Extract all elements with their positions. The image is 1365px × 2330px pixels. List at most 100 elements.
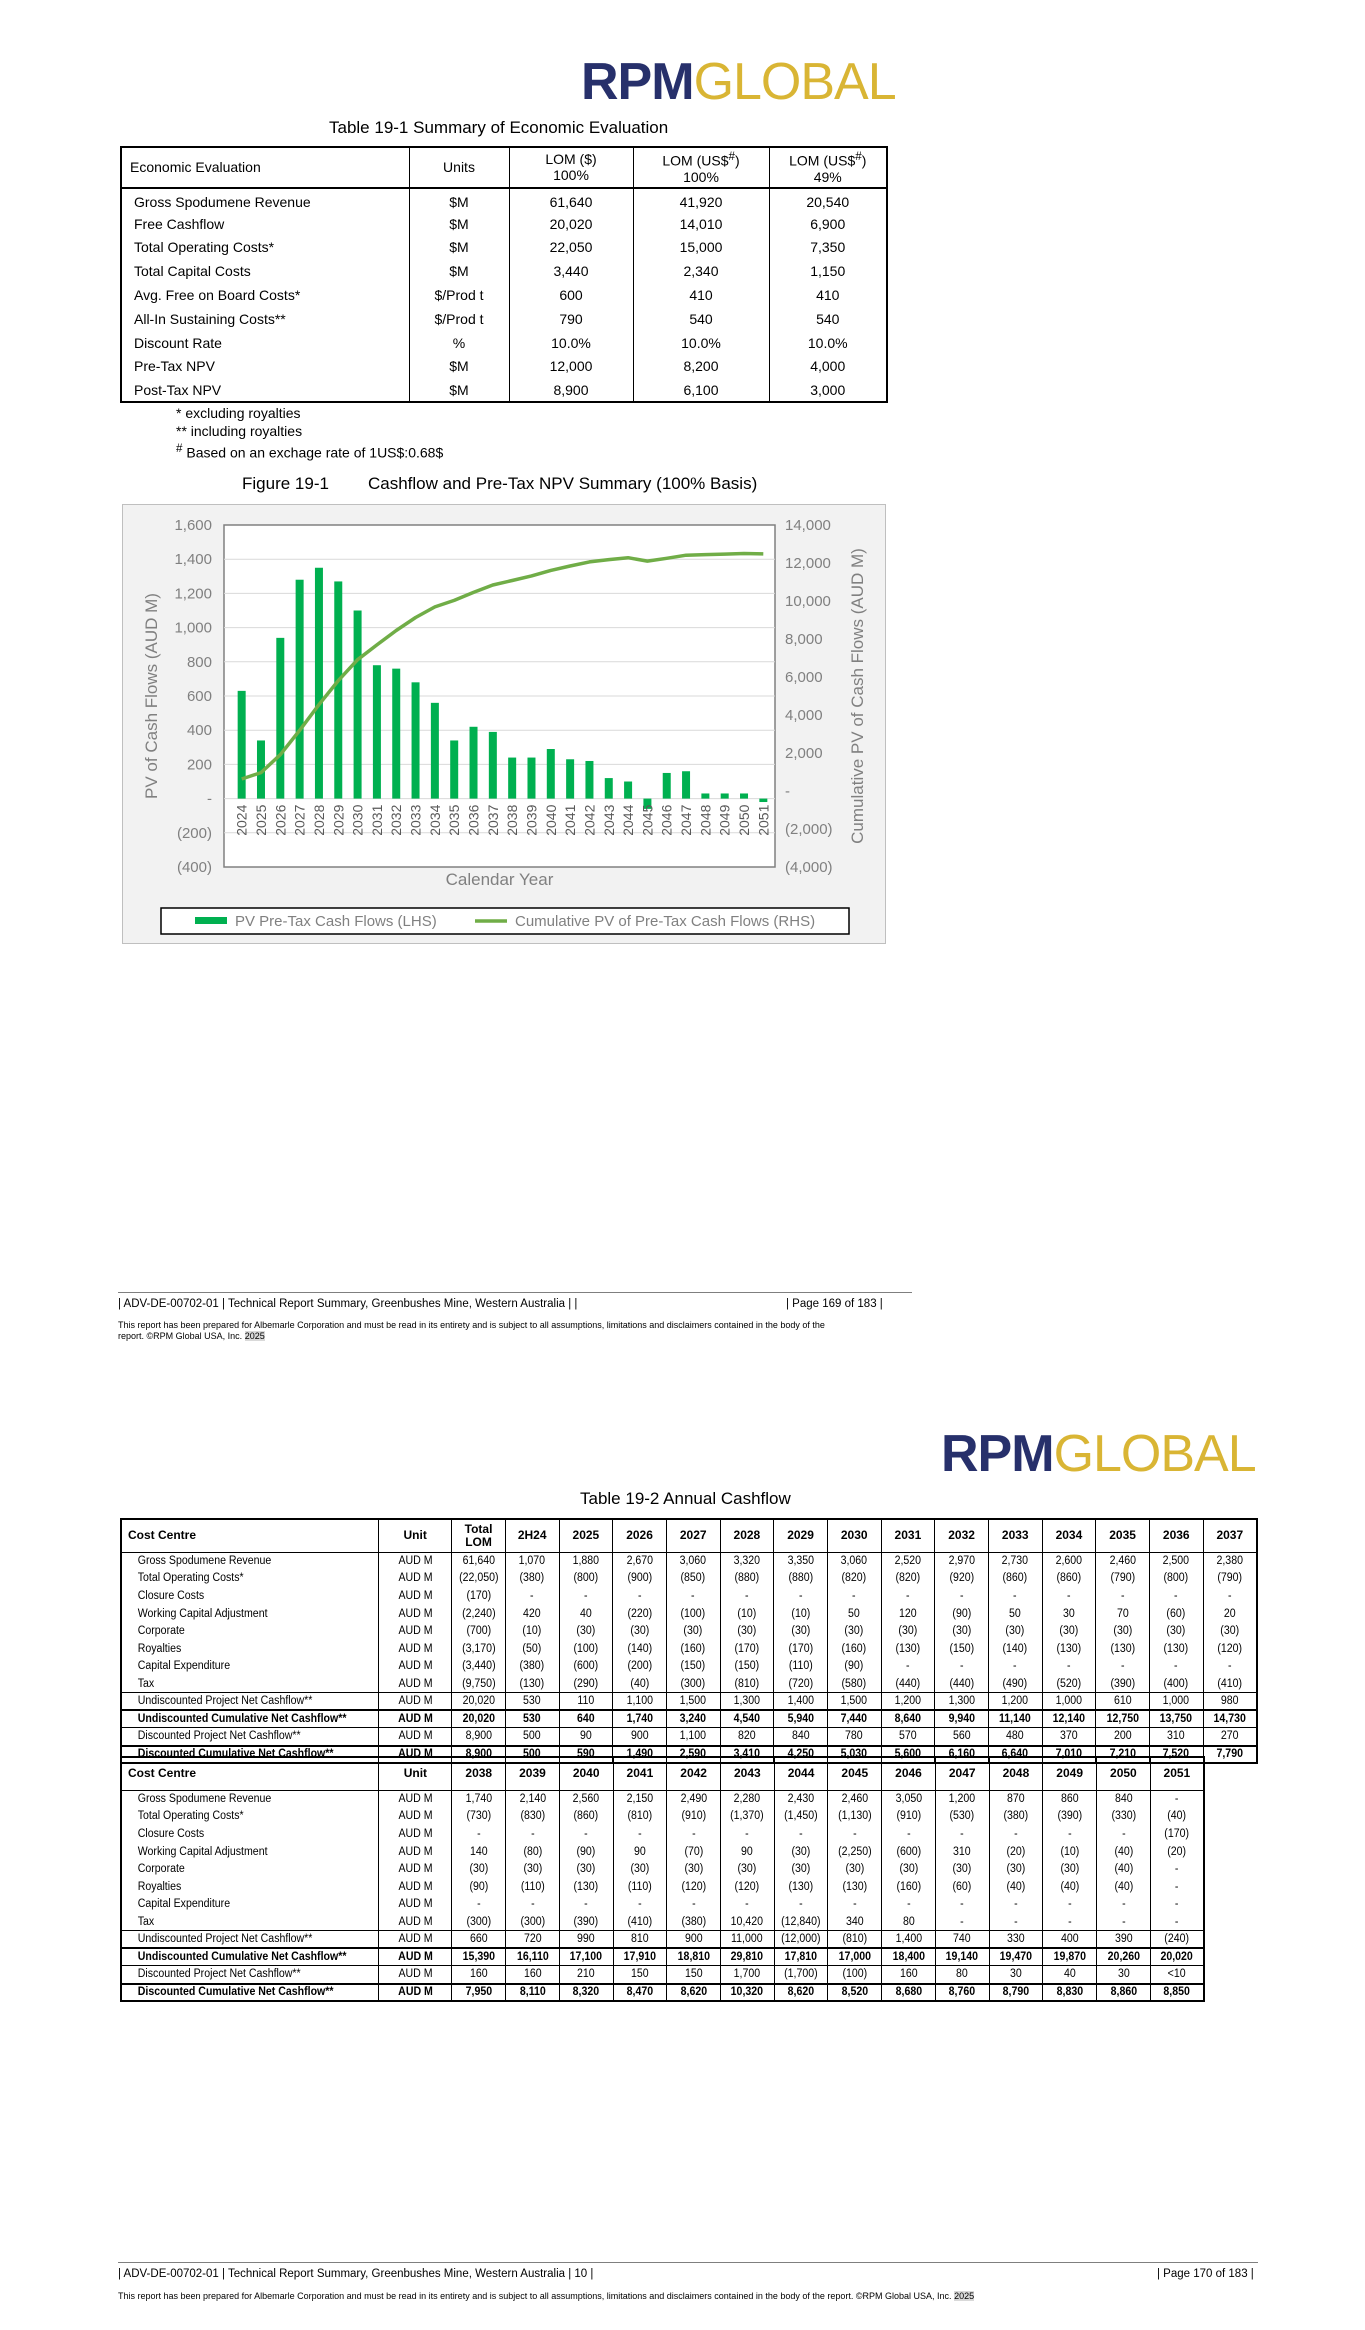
x-tick-label: 2040 (543, 804, 559, 835)
table-cell: (30) (775, 1860, 827, 1878)
column-header: 2032 (934, 1518, 989, 1553)
column-header: Cost Centre (120, 1518, 380, 1553)
footer-page-number: | Page 170 of 183 | (1157, 2268, 1254, 2280)
table-cell: (830) (507, 1807, 558, 1826)
x-tick-label: 2037 (485, 804, 501, 835)
column-header: 2043 (719, 1756, 775, 1791)
table-row: Undiscounted Project Net Cashflow** AUD M… (121, 1930, 1204, 1949)
row-label: Post-Tax NPV (120, 378, 410, 403)
table-cell: (30) (990, 1622, 1041, 1640)
table-cell: 2,520 (882, 1552, 934, 1570)
table-cell: $M (408, 354, 510, 379)
rpm-global-logo: RPMGLOBAL (581, 53, 897, 111)
table-cell: (400) (1151, 1675, 1202, 1693)
table-cell: (200) (614, 1657, 665, 1676)
table-cell: 1,200 (882, 1692, 934, 1711)
x-tick-label: 2036 (466, 804, 482, 835)
table-cell: 12,140 (1043, 1709, 1095, 1728)
table-cell: 7,440 (829, 1709, 880, 1728)
table-cell: 22,050 (508, 235, 634, 260)
column-header: 2046 (881, 1756, 936, 1791)
table-notes: * excluding royalties ** including royal… (176, 404, 443, 462)
bar-2042 (585, 760, 594, 799)
table-cell: (1,130) (829, 1807, 880, 1826)
table-cell: 8,900 (453, 1727, 504, 1746)
table-cell: 10.0% (768, 330, 888, 355)
table-cell: 7,790 (1204, 1744, 1256, 1764)
bar-2051 (759, 798, 768, 803)
table-cell: 29,810 (722, 1947, 773, 1966)
table-cell: (70) (668, 1842, 719, 1861)
table-cell: 20,020 (453, 1692, 504, 1711)
table-cell: - (829, 1825, 880, 1843)
table-cell: AUD M (381, 1790, 450, 1808)
table-body: Gross Spodumene Revenue AUD M 1,740 2,140 2,… (121, 1790, 1204, 2002)
table-row: Discounted Project Net Cashflow** AUD M 16… (121, 1965, 1204, 1984)
note: * excluding royalties (176, 405, 301, 421)
table-cell: 10,320 (722, 1982, 773, 2002)
disclaimer-year: 2025 (954, 2291, 975, 2301)
table-row: Tax AUD M (300) (300) (390) (410) (380) 10,420(… (121, 1913, 1204, 1931)
table-row: Total Capital Costs $M 3,440 2,340 1,150 (120, 259, 888, 284)
table-cell: 3,240 (668, 1709, 719, 1728)
table-cell: 120 (882, 1604, 934, 1623)
x-tick-label: 2033 (408, 804, 424, 835)
table-cell: 1,000 (1151, 1692, 1202, 1711)
table-cell: 8,200 (632, 354, 770, 379)
table-cell: 1,100 (668, 1727, 719, 1746)
table-cell: 3,000 (768, 378, 888, 403)
table-cell: 110 (560, 1692, 612, 1711)
disclaimer-line: This report has been prepared for Albema… (118, 2291, 952, 2301)
table-cell: 530 (507, 1709, 558, 1728)
cashflow-chart: 1,600 1,400 1,200 1,000 800 600 400 200 - (200) (4… (122, 504, 886, 944)
table-cell: 540 (632, 306, 770, 331)
row-label: Free Cashflow (120, 211, 410, 236)
table-cell: - (1043, 1587, 1095, 1605)
table-cell: (30) (561, 1860, 612, 1878)
table-cell: (140) (614, 1639, 665, 1658)
table-cell: 2,430 (775, 1790, 827, 1808)
table-cell: (410) (614, 1913, 666, 1931)
column-header: 2035 (1095, 1518, 1150, 1553)
table-cell: 90 (722, 1842, 773, 1861)
table-cell: (2,250) (829, 1842, 880, 1861)
table-cell: 20,020 (508, 211, 634, 236)
row-label: Avg. Free on Board Costs* (120, 283, 410, 307)
x-tick-label: 2041 (562, 804, 578, 835)
table-cell: - (614, 1825, 666, 1843)
row-label: Capital Expenditure (130, 1895, 369, 1914)
table-cell: 16,110 (507, 1947, 558, 1966)
table-cell: (30) (937, 1860, 988, 1878)
bar-2027 (295, 579, 304, 799)
bar-2050 (740, 793, 749, 799)
table-row: Total Operating Costs* AUD M (22,050) (380)… (121, 1569, 1257, 1588)
table-cell: 1,700 (722, 1965, 773, 1984)
table-cell: - (1044, 1895, 1095, 1914)
table-row: Working Capital Adjustment AUD M (2,240) 42… (121, 1604, 1257, 1623)
table-cell: (90) (936, 1604, 987, 1623)
table-cell: $/Prod t (408, 283, 510, 307)
column-header: Units (408, 147, 510, 189)
table-cell: 50 (829, 1604, 880, 1623)
table-cell: 8,850 (1151, 1982, 1203, 2002)
table-cell: 14,730 (1204, 1709, 1256, 1728)
table-cell: (720) (775, 1675, 826, 1693)
footer-text: | ADV-DE-00702-01 | Technical Report Sum… (118, 2268, 594, 2280)
bar-2039 (527, 757, 536, 799)
bar-2031 (372, 665, 381, 799)
table-cell: (160) (829, 1639, 880, 1658)
table-cell: (40) (1098, 1842, 1149, 1861)
table-cell: (700) (453, 1622, 504, 1640)
x-tick-label: 2048 (697, 804, 713, 835)
column-header: 2030 (826, 1518, 882, 1553)
table-row: Undiscounted Project Net Cashflow** AUD M… (121, 1692, 1257, 1711)
table-cell: 370 (1043, 1727, 1095, 1746)
table-cell: (860) (561, 1807, 612, 1826)
table-cell: - (507, 1895, 558, 1914)
table-cell: (1,700) (775, 1965, 827, 1984)
table-cell: - (1151, 1877, 1203, 1896)
table-cell: (30) (1151, 1622, 1202, 1640)
table-cell: (90) (561, 1842, 612, 1861)
table-cell: 410 (632, 283, 770, 307)
table-cell: 9,940 (936, 1709, 987, 1728)
